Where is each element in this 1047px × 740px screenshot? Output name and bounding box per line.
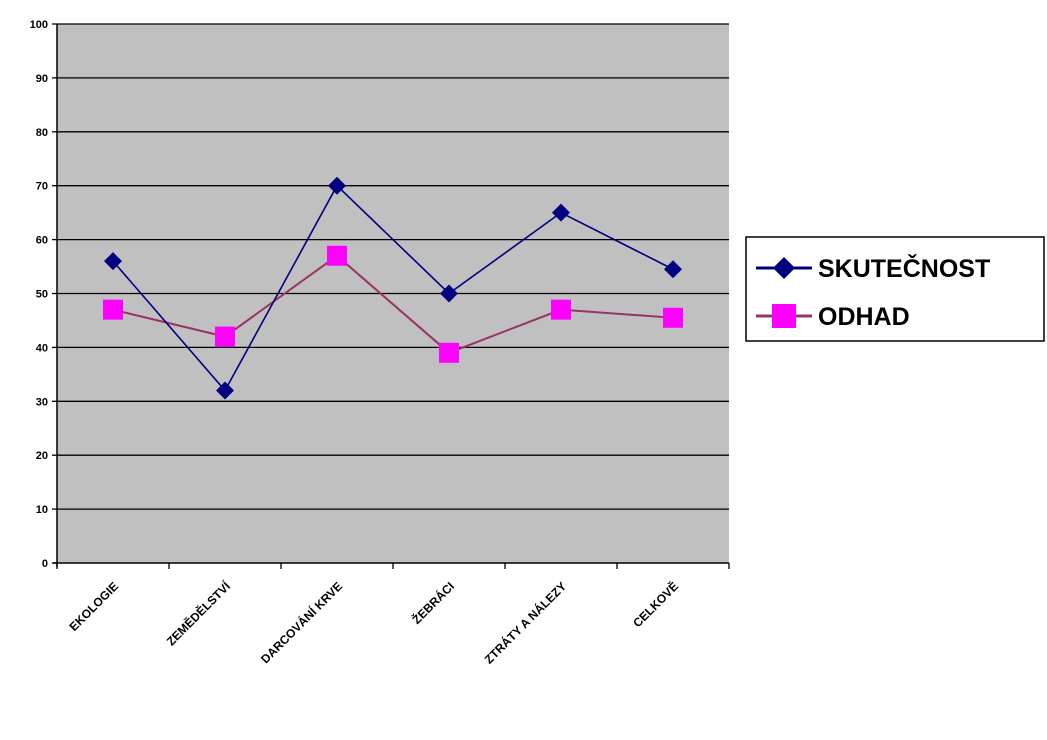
y-tick-label: 20 <box>36 450 48 462</box>
data-point <box>327 245 347 266</box>
data-point <box>439 342 459 363</box>
data-point <box>440 284 458 303</box>
legend-label: SKUTEČNOST <box>818 253 990 283</box>
series-layer <box>103 176 683 400</box>
x-tick-label: ZEMĚDĚLSTVÍ <box>163 578 233 648</box>
y-tick-label: 70 <box>36 181 48 193</box>
x-tick-label: EKOLOGIE <box>66 579 121 634</box>
y-tick-label: 30 <box>36 396 48 408</box>
y-tick-label: 90 <box>36 73 48 85</box>
legend-item: ODHAD <box>756 303 910 331</box>
data-point <box>664 260 682 279</box>
data-point <box>772 304 796 328</box>
y-tick-label: 10 <box>36 504 48 516</box>
data-point <box>663 307 683 328</box>
y-tick-label: 60 <box>36 235 48 247</box>
data-point <box>328 176 346 195</box>
x-tick-label: ZTRÁTY A NÁLEZY <box>481 579 569 667</box>
series-line <box>112 254 674 354</box>
x-tick-label: CELKOVĚ <box>629 579 681 631</box>
data-point <box>552 203 570 222</box>
y-tick-label: 80 <box>36 127 48 139</box>
y-tick-label: 40 <box>36 342 48 354</box>
data-point <box>773 257 795 279</box>
data-point <box>215 326 235 347</box>
legend: SKUTEČNOST ODHAD <box>745 236 1045 342</box>
y-tick-label: 100 <box>30 19 48 31</box>
y-tick-label: 0 <box>42 558 48 570</box>
data-point <box>216 381 234 400</box>
data-point <box>104 252 122 271</box>
x-tick-label: ŽEBRÁCI <box>409 579 457 627</box>
series-odhad <box>103 245 683 363</box>
legend-item: SKUTEČNOST <box>756 253 990 283</box>
data-point <box>103 299 123 320</box>
series-line <box>112 184 674 392</box>
y-tick-label: 50 <box>36 289 48 301</box>
x-tick-label: DARCOVÁNÍ KRVE <box>257 579 345 667</box>
x-axis-ticks: EKOLOGIE ZEMĚDĚLSTVÍ DARCOVÁNÍ KRVE ŽEBRÁCI… <box>56 563 730 667</box>
y-axis-ticks: 0 10 20 30 40 50 60 70 80 90 100 <box>30 19 57 570</box>
data-point <box>551 299 571 320</box>
series-skutecnost <box>104 176 682 400</box>
legend-label: ODHAD <box>818 303 910 331</box>
